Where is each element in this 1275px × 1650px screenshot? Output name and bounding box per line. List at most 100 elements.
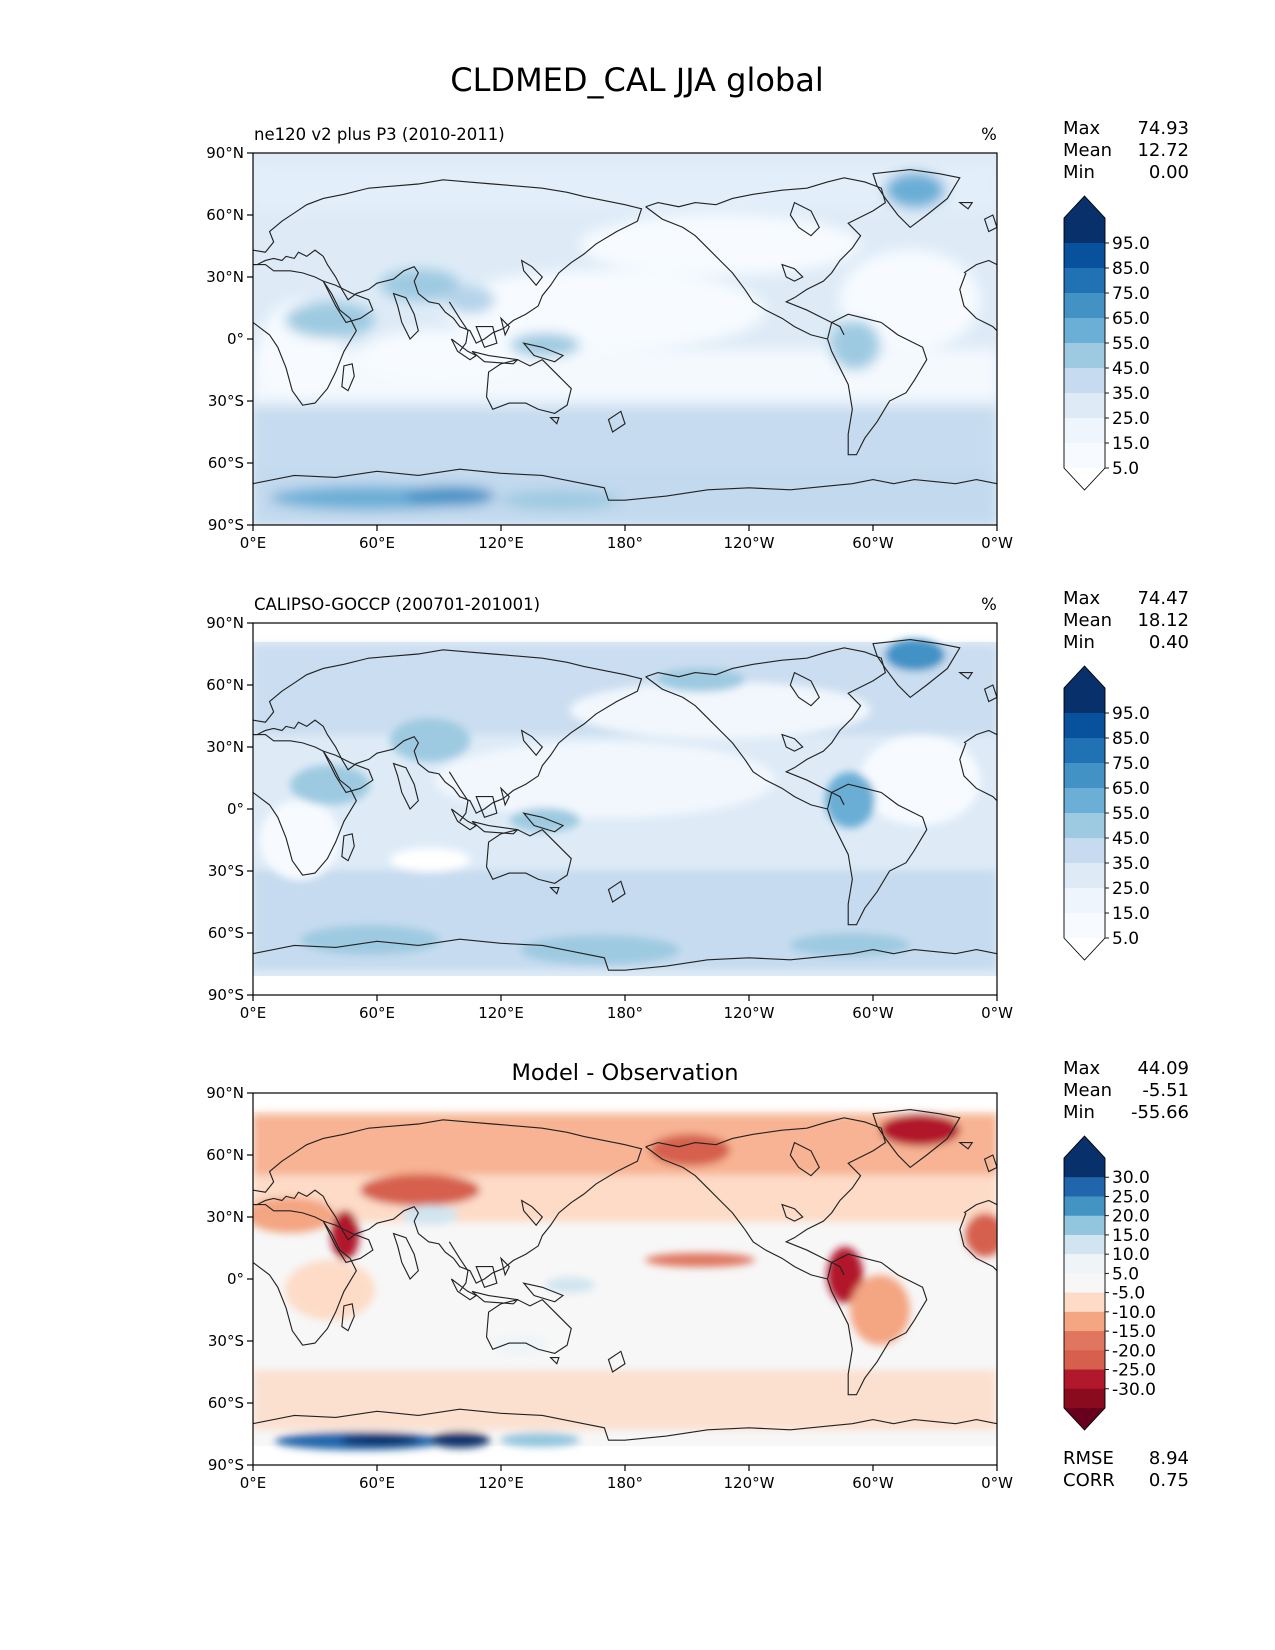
y-tick-label: 90°S [208,986,244,1004]
x-tick-label: 120°E [478,1004,524,1022]
stat-label: Mean [1063,610,1112,631]
y-tick-label: 90°N [206,144,244,162]
colorbar-label: 75.0 [1112,284,1150,304]
colorbar-extend-top [1064,1136,1105,1158]
stat-label: Min [1063,1102,1095,1123]
x-tick-label: 120°E [478,534,524,552]
colorbar-segment [1064,318,1105,344]
colorbar-label: 15.0 [1112,434,1150,454]
colorbar-label: 55.0 [1112,804,1150,824]
x-tick-label: 0°W [981,1474,1013,1492]
y-tick-label: 90°S [208,1456,244,1474]
colorbar-segment [1064,1196,1105,1217]
figure-title: CLDMED_CAL JJA global [450,61,823,99]
x-tick-label: 60°E [359,534,395,552]
y-tick-label: 60°N [206,206,244,224]
colorbar-label: 75.0 [1112,754,1150,774]
stat-label: Mean [1063,140,1112,161]
colorbar-segment [1064,243,1105,269]
x-tick-label: 60°W [852,1004,894,1022]
colorbar-segment [1064,1177,1105,1197]
panel-title-left: CALIPSO-GOCCP (200701-201001) [254,595,540,614]
x-tick-label: 60°W [852,1474,894,1492]
colorbar-extend-bottom [1064,468,1105,490]
stat-value: 0.00 [1149,162,1189,183]
colorbar-label: -15.0 [1112,1322,1156,1342]
colorbar-extend-top [1064,196,1105,218]
panel-title-left: ne120 v2 plus P3 (2010-2011) [254,125,505,144]
colorbar-label: 15.0 [1112,904,1150,924]
colorbar-label: 20.0 [1112,1207,1150,1227]
x-tick-label: 120°W [724,1004,775,1022]
y-tick-label: 90°S [208,516,244,534]
colorbar-label: 10.0 [1112,1245,1150,1265]
difference-map-field [253,1093,997,1465]
panel-difference: Model - Observation [252,1060,998,1466]
x-tick-label: 120°W [724,1474,775,1492]
y-tick-label: 30°S [208,1332,244,1350]
colorbar-extend-bottom [1064,1408,1105,1430]
colorbar-segment [1064,443,1105,469]
y-tick-label: 60°S [208,1394,244,1412]
stat-label: Max [1063,588,1101,609]
colorbar-segment [1064,1292,1105,1313]
colorbar-segment [1064,788,1105,814]
stat-label: Mean [1063,1080,1112,1101]
colorbar-segment [1064,738,1105,764]
colorbar-segment [1064,218,1105,244]
colorbar-label: 25.0 [1112,1187,1150,1207]
x-tick-label: 0°W [981,534,1013,552]
colorbar-segment [1064,343,1105,369]
colorbar-segment [1064,268,1105,294]
colorbar-segment [1064,888,1105,914]
colorbar-segment [1064,1331,1105,1351]
colorbar-segment [1064,1350,1105,1371]
panel-title-center: Model - Observation [512,1060,739,1086]
colorbar-segment [1064,813,1105,839]
colorbar-segment [1064,393,1105,419]
colorbar-extend-bottom [1064,938,1105,960]
x-tick-label: 0°W [981,1004,1013,1022]
colorbar-segment [1064,1234,1105,1255]
stat-value: 12.72 [1137,140,1189,161]
colorbar-label: 95.0 [1112,704,1150,724]
x-tick-label: 60°W [852,534,894,552]
colorbar-segment [1064,763,1105,789]
colorbar-label: 45.0 [1112,359,1150,379]
colorbar-segment [1064,688,1105,714]
y-tick-label: 60°S [208,454,244,472]
colorbar-label: -25.0 [1112,1361,1156,1381]
colorbar-segment [1064,1254,1105,1274]
x-tick-label: 60°E [359,1474,395,1492]
colorbar-label: -30.0 [1112,1380,1156,1400]
colorbar-segment [1064,1369,1105,1390]
y-tick-label: 60°N [206,676,244,694]
colorbar-label: 5.0 [1112,929,1139,949]
model-map-field [253,153,997,525]
colorbar-label: 45.0 [1112,829,1150,849]
colorbar-label: -20.0 [1112,1341,1156,1361]
y-tick-label: 0° [227,330,244,348]
colorbar-segment [1064,713,1105,739]
colorbar-segment [1064,368,1105,394]
colorbar-label: -5.0 [1112,1284,1145,1304]
footer-stat-label: RMSE [1063,1448,1114,1469]
panel-units: % [981,125,997,144]
observation-map-field [253,623,997,995]
panel-model: ne120 v2 plus P3 (2010-2011) % [252,125,998,526]
colorbar-label: 25.0 [1112,409,1150,429]
colorbar-segment [1064,1388,1105,1409]
x-tick-label: 0°E [240,1474,267,1492]
y-tick-label: 30°N [206,1208,244,1226]
colorbar-label: 65.0 [1112,779,1150,799]
y-tick-label: 0° [227,1270,244,1288]
stat-value: 44.09 [1137,1058,1189,1079]
panel-observation: CALIPSO-GOCCP (200701-201001) % [252,595,998,996]
stat-value: 18.12 [1137,610,1189,631]
x-tick-label: 180° [607,1004,643,1022]
colorbar-label: 65.0 [1112,309,1150,329]
colorbar-label: -10.0 [1112,1303,1156,1323]
stat-value: -5.51 [1142,1080,1189,1101]
y-tick-label: 0° [227,800,244,818]
colorbar-label: 15.0 [1112,1226,1150,1246]
